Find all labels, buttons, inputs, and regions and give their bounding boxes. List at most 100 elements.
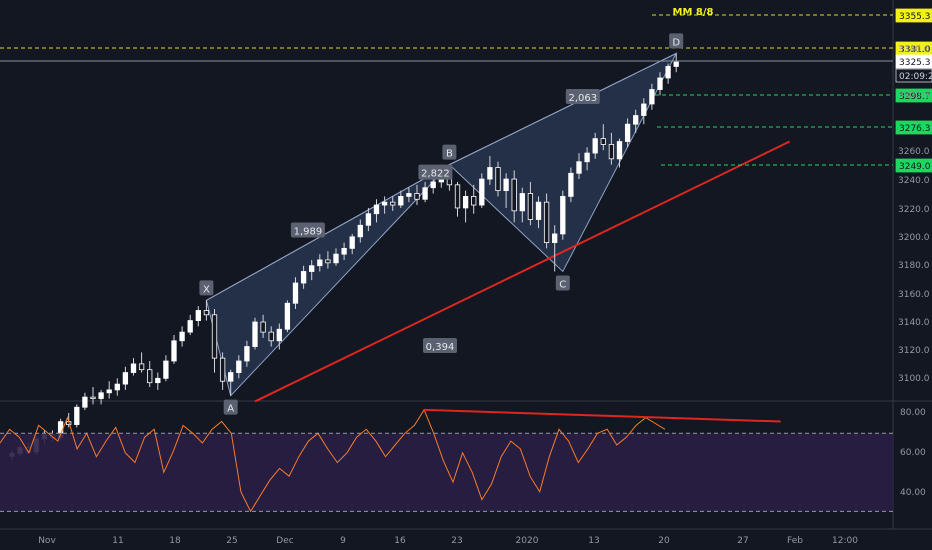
candle-body [633, 115, 639, 125]
candle [649, 83, 655, 110]
candle [163, 355, 169, 382]
candle-body [74, 406, 80, 425]
candle-body [187, 320, 193, 333]
support-trendline[interactable] [254, 140, 791, 403]
price-axis-tick: 3200.0 [898, 233, 930, 243]
candle-body [503, 178, 509, 192]
candle [122, 366, 129, 390]
candle [633, 109, 639, 133]
candle-body [454, 184, 461, 209]
price-axis-tick: 3160.0 [898, 290, 930, 300]
pattern-point-d[interactable]: D [669, 33, 684, 49]
harmonic-pattern[interactable] [205, 52, 678, 397]
pattern-ratio-label: 0,394 [426, 342, 455, 353]
price-axis-tick: 3120.0 [898, 346, 930, 356]
candle-body [122, 372, 129, 385]
candle [219, 352, 226, 390]
candle [519, 187, 525, 223]
candle-body [236, 360, 242, 373]
candle [576, 153, 582, 180]
rsi-panel: 80.00 60.00 40.00 [0, 408, 926, 513]
candle [495, 161, 501, 197]
candle-body [616, 141, 623, 160]
candle [333, 248, 339, 266]
pattern-point-c[interactable]: C [555, 275, 570, 291]
candle [179, 326, 185, 347]
time-axis-tick: 2020 [516, 536, 539, 546]
candle-body [641, 103, 647, 116]
candle [90, 387, 96, 405]
candle-body [592, 138, 598, 154]
candle [624, 118, 631, 148]
candle [373, 199, 380, 223]
time-axis-tick: 9 [340, 536, 346, 546]
candle-body [406, 193, 412, 197]
candle [414, 184, 420, 206]
time-axis-tick: Feb [787, 536, 803, 546]
candle-body [511, 178, 517, 212]
price-level-badge [895, 88, 932, 103]
time-axis-tick: 13 [588, 536, 599, 546]
candle-body [600, 138, 606, 145]
pattern-point-a[interactable]: A [223, 399, 238, 415]
rsi-divergence-line[interactable] [424, 408, 781, 423]
candle-body [179, 331, 185, 342]
pattern-point-x[interactable]: X [199, 280, 214, 296]
candle [487, 155, 493, 185]
pattern-ratio-badge: 1,989 [290, 222, 325, 238]
price-axis-tick: 3240.0 [898, 176, 930, 186]
candle-body [82, 396, 88, 408]
price-level-label: 3298.7 [899, 92, 931, 102]
price-levels[interactable]: 3355.3 3331.0 3325.3 02:09:25 3298.7 3276.3 32… [0, 8, 932, 173]
candle-body [471, 195, 477, 206]
candle [560, 190, 566, 240]
candle [292, 277, 299, 310]
price-level-label: 3355.3 [899, 12, 931, 22]
candle-body [268, 331, 274, 342]
pattern-point-label: C [559, 279, 566, 290]
candle [552, 225, 558, 272]
candle [527, 181, 534, 226]
pattern-leg-bd[interactable] [449, 52, 677, 166]
pattern-point-label: B [446, 149, 453, 160]
pattern-leg-xb[interactable] [206, 164, 450, 301]
candle [114, 378, 120, 396]
candle [641, 98, 647, 125]
candle [608, 132, 615, 165]
candle [357, 219, 363, 243]
candle [195, 306, 201, 327]
candle [276, 323, 282, 350]
candle-body [608, 144, 615, 160]
candle-body [317, 259, 323, 267]
candle [138, 352, 145, 373]
price-axis-tick: 3140.0 [898, 318, 930, 328]
candle [98, 389, 104, 405]
price-level-badge [895, 120, 932, 135]
pattern-point-b[interactable]: B [442, 144, 457, 160]
candle-body [90, 396, 96, 399]
candle-body [495, 167, 501, 192]
candle-body [479, 178, 485, 206]
candle-body [414, 193, 420, 200]
candle [244, 340, 250, 367]
price-axis-tick: 3180.0 [898, 261, 930, 271]
candle [309, 259, 315, 281]
candle [479, 173, 485, 208]
ratio-badge-bg [418, 164, 453, 180]
pattern-point-label: D [672, 37, 680, 48]
candle [341, 242, 347, 260]
candle [317, 254, 323, 272]
trendlines[interactable] [254, 140, 791, 403]
candle [260, 314, 266, 338]
candle-body [381, 201, 388, 206]
candle [82, 392, 88, 411]
price-level-label: 02:09:25 [899, 72, 932, 82]
candle-body [527, 193, 534, 220]
candle [203, 300, 210, 321]
price-level-badge [895, 158, 932, 173]
candle [187, 314, 193, 336]
candle [349, 233, 355, 255]
price-level-label: 3331.0 [899, 45, 931, 55]
rsi-line [0, 408, 666, 513]
candle [284, 300, 291, 333]
